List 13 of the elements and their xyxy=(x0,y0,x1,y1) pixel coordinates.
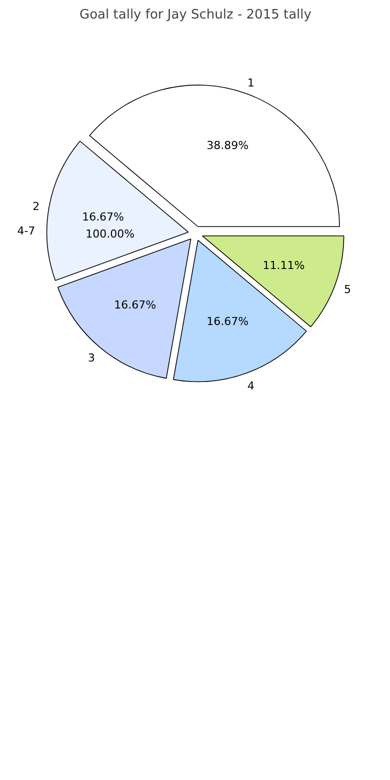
text: 4-7 xyxy=(17,224,36,238)
slice-label: 4 xyxy=(247,379,254,392)
data-label: 11.11% xyxy=(262,258,305,272)
slice-label: 3 xyxy=(88,351,96,364)
data-label: 16.67% xyxy=(206,314,249,328)
slice-label: 5 xyxy=(344,283,352,296)
chart-title: Goal tally for Jay Schulz - 2015 tally xyxy=(80,8,312,22)
text: 100.00% xyxy=(86,228,135,241)
data-label: 16.67% xyxy=(114,298,156,312)
data-label: 16.67% xyxy=(82,210,124,224)
data-label: 38.89% xyxy=(206,138,249,152)
slice-label: 2 xyxy=(32,200,40,213)
slice-label: 1 xyxy=(247,76,254,90)
